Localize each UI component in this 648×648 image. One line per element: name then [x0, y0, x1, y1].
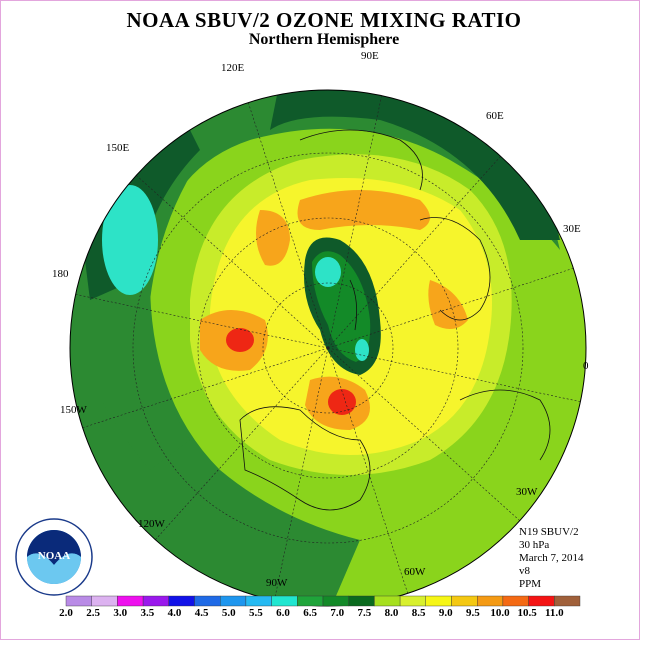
map-frame — [0, 0, 640, 640]
colorbar-tick-label: 5.0 — [221, 607, 236, 619]
colorbar-tick-label: 11.0 — [544, 607, 564, 619]
meridian-line — [327, 347, 581, 402]
colorbar-tick-label: 4.5 — [194, 607, 209, 619]
graticule — [132, 152, 524, 544]
cyan-cell-vortex-1 — [315, 257, 341, 287]
mid-green-band — [70, 90, 560, 606]
lon-label-60w: 60W — [404, 566, 426, 578]
meridians — [75, 95, 581, 601]
meridian-line — [327, 347, 409, 594]
meridian-line — [82, 347, 329, 429]
colorbar-tick-label: 7.0 — [330, 607, 345, 619]
red-max-alaska — [226, 328, 254, 352]
colorbar-tick-label: 9.5 — [466, 607, 480, 619]
noaa-logo-text: NOAA — [38, 550, 70, 562]
lon-label-0: 0 — [583, 360, 589, 372]
colorbar-tick-label: 6.0 — [276, 607, 290, 619]
page-title: NOAA SBUV/2 OZONE MIXING RATIO — [126, 8, 522, 32]
lon-label-180: 180 — [52, 268, 69, 280]
cyan-cell-150e — [102, 185, 158, 295]
meridian-line — [327, 156, 501, 349]
colorbar-tick-label: 7.5 — [357, 607, 372, 619]
colorbar-tick-label: 5.5 — [249, 607, 263, 619]
lon-label-60e: 60E — [486, 110, 504, 122]
orange-patch-europe — [428, 280, 468, 329]
meridian-line — [327, 267, 574, 349]
info-level: 30 hPa — [519, 539, 550, 551]
colorbar-tick-label: 10.0 — [490, 607, 510, 619]
info-units: PPM — [519, 578, 542, 590]
meridian-line — [155, 347, 329, 540]
meridian-line — [327, 95, 382, 349]
lon-label-30w: 30W — [516, 486, 538, 498]
lon-label-90w: 90W — [266, 577, 288, 589]
colorbar-tick-label: 6.5 — [303, 607, 318, 619]
info-version: v8 — [519, 565, 530, 577]
colorbar-tick-label: 2.0 — [59, 607, 73, 619]
meridian-line — [247, 102, 329, 349]
dark-green-band-top — [270, 90, 560, 240]
meridian-line — [75, 294, 329, 349]
lon-label-90e: 90E — [361, 50, 379, 62]
orange-patch-north — [297, 190, 430, 230]
lon-label-150e: 150E — [106, 142, 130, 154]
colorbar-tick-label: 8.5 — [411, 607, 426, 619]
page-subtitle: Northern Hemisphere — [248, 31, 400, 48]
orange-patch-siberia — [256, 210, 290, 266]
cyan-cell-vortex-2 — [355, 339, 369, 361]
lon-label-150w: 150W — [60, 404, 87, 416]
meridian-line — [327, 347, 520, 521]
info-block: N19 SBUV/2 30 hPa March 7, 2014 v8 PPM — [519, 526, 583, 591]
meridian-line — [136, 175, 329, 349]
colorbar-tick-label: 3.5 — [140, 607, 155, 619]
lon-label-120e: 120E — [221, 62, 245, 74]
meridian-line — [274, 347, 329, 601]
colorbar-tick-label: 9.0 — [438, 607, 453, 619]
red-max-canada — [328, 389, 356, 415]
info-date: March 7, 2014 — [519, 552, 584, 564]
colorbar-tick-label: 10.5 — [517, 607, 537, 619]
colorbar-tick-label: 4.0 — [167, 607, 182, 619]
info-satellite: N19 SBUV/2 — [519, 526, 579, 538]
colorbar-tick-label: 8.0 — [384, 607, 399, 619]
colorbar-tick-label: 3.0 — [113, 607, 128, 619]
lon-label-120w: 120W — [138, 518, 165, 530]
colorbar-tick-label: 2.5 — [86, 607, 100, 619]
lon-label-30e: 30E — [563, 223, 581, 235]
noaa-logo: NOAA — [15, 518, 93, 596]
coastlines — [239, 129, 551, 511]
